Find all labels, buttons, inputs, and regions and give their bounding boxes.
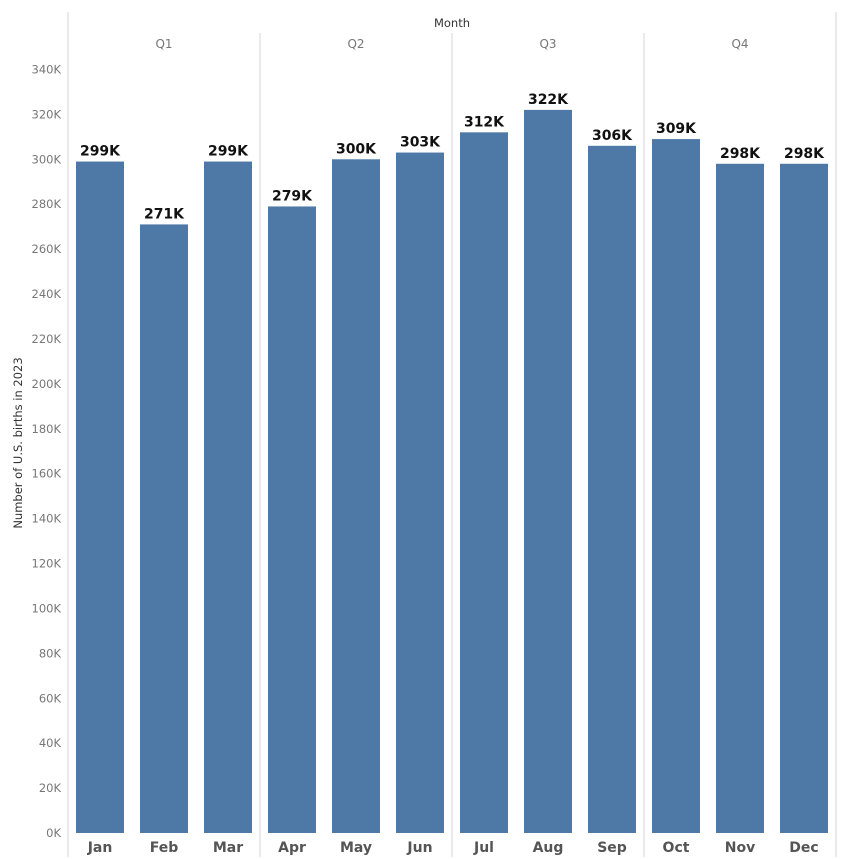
y-tick-label: 80K — [39, 646, 62, 660]
x-tick-label: Dec — [789, 840, 818, 856]
bar-jul — [460, 132, 508, 833]
bar-may — [332, 159, 380, 834]
quarter-dividers — [67, 12, 837, 857]
x-tick-label: Aug — [533, 840, 564, 856]
data-label: 312K — [464, 114, 505, 130]
x-tick-label: Mar — [213, 840, 243, 856]
data-label: 309K — [656, 121, 697, 137]
y-tick-label: 240K — [32, 287, 62, 301]
y-tick-label: 0K — [46, 826, 61, 840]
data-label: 279K — [272, 188, 313, 204]
bar-feb — [140, 224, 188, 834]
data-label: 299K — [208, 144, 249, 160]
bar-dec — [780, 163, 828, 834]
y-tick-label: 140K — [32, 512, 62, 526]
bar-oct — [652, 139, 700, 833]
y-tick-label: 280K — [32, 197, 62, 211]
x-tick-label: Apr — [278, 840, 306, 856]
y-tick-label: 300K — [32, 152, 62, 166]
bar-sep — [588, 145, 636, 833]
data-label: 299K — [80, 144, 121, 160]
y-tick-label: 320K — [32, 107, 62, 121]
x-tick-label: Jan — [87, 840, 113, 856]
y-tick-label: 340K — [32, 62, 62, 76]
y-tick-label: 40K — [39, 736, 62, 750]
bar-aug — [524, 109, 572, 834]
quarter-label: Q1 — [155, 37, 172, 51]
y-tick-label: 220K — [32, 332, 62, 346]
x-axis-month-labels: Jan Feb Mar Apr May Jun Jul Aug Sep Oct Nov Dec — [87, 840, 819, 856]
x-tick-label: Feb — [150, 840, 179, 856]
x-tick-label: Nov — [725, 840, 755, 856]
quarter-labels: Q1 Q2 Q3 Q4 — [155, 37, 748, 51]
bar-apr — [268, 206, 316, 833]
data-labels: 299K 271K 299K 279K 300K 303K 312K 322K 306K 309K… — [80, 92, 825, 223]
y-tick-label: 180K — [32, 422, 62, 436]
bars — [76, 109, 828, 834]
y-axis-ticks: 0K 20K 40K 60K 80K 100K 120K 140K 160K 180K 200K 22… — [32, 62, 62, 840]
quarter-label: Q4 — [731, 37, 748, 51]
y-tick-label: 60K — [39, 691, 62, 705]
data-label: 300K — [336, 141, 377, 157]
y-axis-title: Number of U.S. births in 2023 — [11, 357, 25, 528]
bar-jun — [396, 152, 444, 833]
quarter-label: Q2 — [347, 37, 364, 51]
data-label: 322K — [528, 92, 569, 108]
data-label: 298K — [720, 146, 761, 162]
bar-nov — [716, 163, 764, 834]
x-tick-label: Sep — [597, 840, 627, 856]
x-tick-label: Jul — [473, 840, 494, 856]
x-axis-title: Month — [434, 16, 470, 30]
x-tick-label: May — [340, 840, 372, 856]
data-label: 306K — [592, 128, 633, 144]
quarter-label: Q3 — [539, 37, 556, 51]
y-tick-label: 200K — [32, 377, 62, 391]
bar-mar — [204, 161, 252, 833]
y-tick-label: 20K — [39, 781, 62, 795]
bar-jan — [76, 161, 124, 833]
data-label: 303K — [400, 135, 441, 151]
y-tick-label: 120K — [32, 557, 62, 571]
x-tick-label: Oct — [663, 840, 690, 856]
y-tick-label: 100K — [32, 601, 62, 615]
y-tick-label: 160K — [32, 467, 62, 481]
data-label: 298K — [784, 146, 825, 162]
x-tick-label: Jun — [406, 840, 432, 856]
data-label: 271K — [144, 206, 185, 222]
y-tick-label: 260K — [32, 242, 62, 256]
